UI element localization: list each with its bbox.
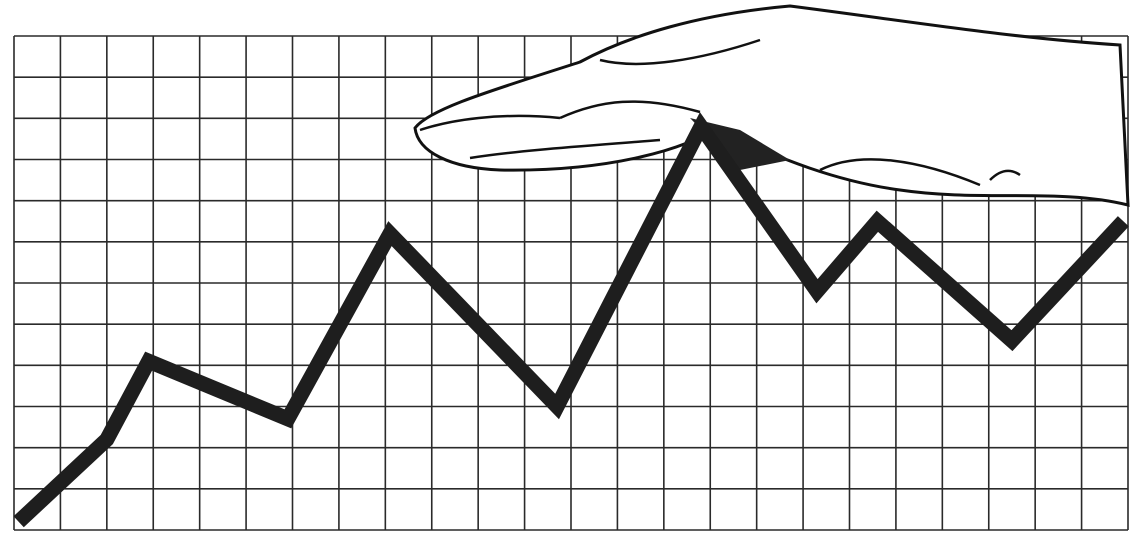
hand-shadow bbox=[690, 118, 790, 170]
plot bbox=[13, 112, 1129, 528]
data-line bbox=[13, 112, 1129, 528]
hand-detail bbox=[419, 38, 1021, 187]
hand-outline bbox=[413, 4, 1130, 207]
hand bbox=[413, 4, 1130, 207]
